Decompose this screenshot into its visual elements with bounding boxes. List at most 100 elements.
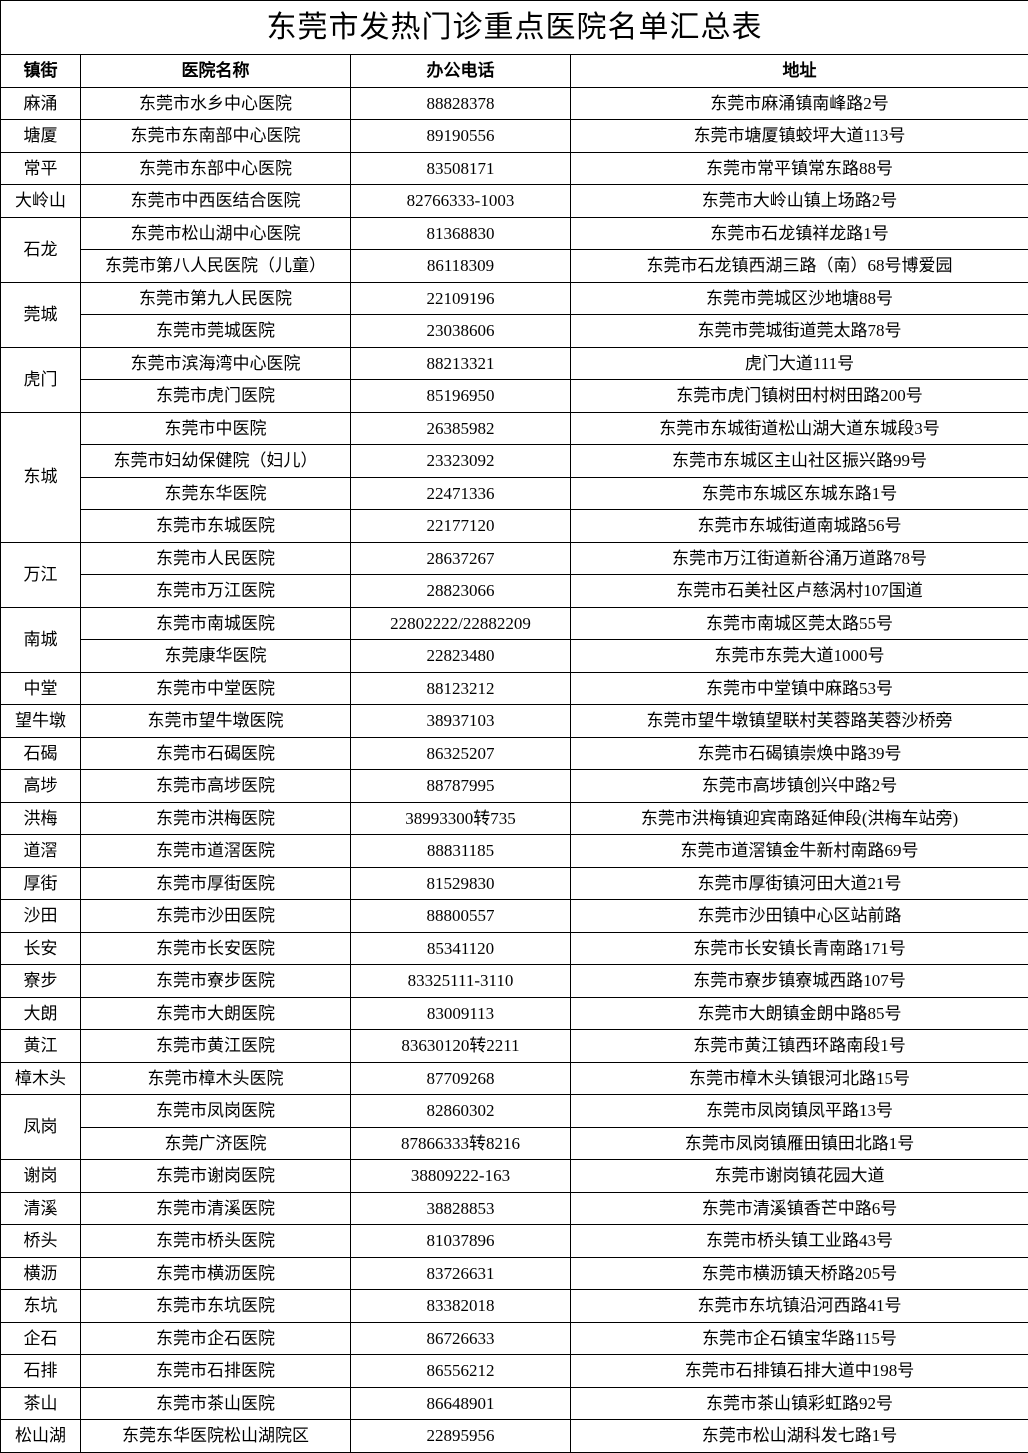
table-row: 洪梅东莞市洪梅医院38993300转735东莞市洪梅镇迎宾南路延伸段(洪梅车站旁… [1,802,1028,835]
hospital-cell: 东莞市第九人民医院 [81,282,351,315]
phone-cell: 83325111-3110 [351,965,571,998]
hospital-cell: 东莞市企石医院 [81,1322,351,1355]
hospital-cell: 东莞市洪梅医院 [81,802,351,835]
table-row: 万江东莞市人民医院28637267东莞市万江街道新谷涌万道路78号 [1,542,1028,575]
phone-cell: 38937103 [351,705,571,738]
phone-cell: 82860302 [351,1095,571,1128]
hospital-cell: 东莞东华医院松山湖院区 [81,1420,351,1453]
hospital-cell: 东莞市道滘医院 [81,835,351,868]
phone-cell: 22109196 [351,282,571,315]
hospital-cell: 东莞东华医院 [81,477,351,510]
town-cell: 大朗 [1,997,81,1030]
town-cell: 常平 [1,152,81,185]
address-cell: 东莞市东城街道南城路56号 [571,510,1028,543]
table-row: 企石东莞市企石医院86726633东莞市企石镇宝华路115号 [1,1322,1028,1355]
address-cell: 东莞市黄江镇西环路南段1号 [571,1030,1028,1063]
address-cell: 东莞市企石镇宝华路115号 [571,1322,1028,1355]
hospital-cell: 东莞市长安医院 [81,932,351,965]
phone-cell: 81368830 [351,217,571,250]
town-cell: 茶山 [1,1387,81,1420]
table-row: 东莞市莞城医院23038606东莞市莞城街道莞太路78号 [1,315,1028,348]
address-cell: 东莞市桥头镇工业路43号 [571,1225,1028,1258]
phone-cell: 86118309 [351,250,571,283]
table-row: 东莞市第八人民医院（儿童）86118309东莞市石龙镇西湖三路（南）68号博爱园 [1,250,1028,283]
phone-cell: 81037896 [351,1225,571,1258]
table-row: 沙田东莞市沙田医院88800557东莞市沙田镇中心区站前路 [1,900,1028,933]
table-row: 清溪东莞市清溪医院38828853东莞市清溪镇香芒中路6号 [1,1192,1028,1225]
hospital-cell: 东莞康华医院 [81,640,351,673]
address-cell: 东莞市寮步镇寮城西路107号 [571,965,1028,998]
address-cell: 东莞市南城区莞太路55号 [571,607,1028,640]
table-row: 松山湖东莞东华医院松山湖院区22895956东莞市松山湖科发七路1号 [1,1420,1028,1453]
town-cell: 桥头 [1,1225,81,1258]
table-row: 望牛墩东莞市望牛墩医院38937103东莞市望牛墩镇望联村芙蓉路芙蓉沙桥旁 [1,705,1028,738]
table-row: 东城东莞市中医院26385982东莞市东城街道松山湖大道东城段3号 [1,412,1028,445]
phone-cell: 28823066 [351,575,571,608]
phone-cell: 86726633 [351,1322,571,1355]
hospital-cell: 东莞市人民医院 [81,542,351,575]
table-row: 东莞市东城医院22177120东莞市东城街道南城路56号 [1,510,1028,543]
table-row: 黄江东莞市黄江医院83630120转2211东莞市黄江镇西环路南段1号 [1,1030,1028,1063]
phone-cell: 28637267 [351,542,571,575]
phone-cell: 22802222/22882209 [351,607,571,640]
address-cell: 东莞市东城区主山社区振兴路99号 [571,445,1028,478]
table-row: 石排东莞市石排医院86556212东莞市石排镇石排大道中198号 [1,1355,1028,1388]
town-cell: 长安 [1,932,81,965]
hospital-cell: 东莞广济医院 [81,1127,351,1160]
address-cell: 东莞市凤岗镇雁田镇田北路1号 [571,1127,1028,1160]
phone-cell: 86648901 [351,1387,571,1420]
hospital-cell: 东莞市东城医院 [81,510,351,543]
phone-cell: 88831185 [351,835,571,868]
town-cell: 寮步 [1,965,81,998]
table-row: 长安东莞市长安医院85341120东莞市长安镇长青南路171号 [1,932,1028,965]
address-cell: 东莞市石排镇石排大道中198号 [571,1355,1028,1388]
table-row: 东莞康华医院22823480东莞市东莞大道1000号 [1,640,1028,673]
phone-cell: 88213321 [351,347,571,380]
town-cell: 松山湖 [1,1420,81,1453]
hospital-cell: 东莞市石碣医院 [81,737,351,770]
phone-cell: 83009113 [351,997,571,1030]
hospital-cell: 东莞市寮步医院 [81,965,351,998]
phone-cell: 87709268 [351,1062,571,1095]
town-cell: 石碣 [1,737,81,770]
table-row: 谢岗东莞市谢岗医院38809222-163东莞市谢岗镇花园大道 [1,1160,1028,1193]
phone-cell: 83726631 [351,1257,571,1290]
hospital-cell: 东莞市松山湖中心医院 [81,217,351,250]
phone-cell: 87866333转8216 [351,1127,571,1160]
hospital-cell: 东莞市莞城医院 [81,315,351,348]
hospital-cell: 东莞市樟木头医院 [81,1062,351,1095]
address-cell: 东莞市石龙镇西湖三路（南）68号博爱园 [571,250,1028,283]
town-cell: 望牛墩 [1,705,81,738]
table-row: 横沥东莞市横沥医院83726631东莞市横沥镇天桥路205号 [1,1257,1028,1290]
table-row: 中堂东莞市中堂医院88123212东莞市中堂镇中麻路53号 [1,672,1028,705]
address-cell: 东莞市凤岗镇凤平路13号 [571,1095,1028,1128]
address-cell: 东莞市大岭山镇上场路2号 [571,185,1028,218]
town-cell: 黄江 [1,1030,81,1063]
table-row: 莞城东莞市第九人民医院22109196东莞市莞城区沙地塘88号 [1,282,1028,315]
hospital-cell: 东莞市东南部中心医院 [81,120,351,153]
phone-cell: 82766333-1003 [351,185,571,218]
table-title: 东莞市发热门诊重点医院名单汇总表 [1,1,1028,55]
town-cell: 清溪 [1,1192,81,1225]
table-row: 南城东莞市南城医院22802222/22882209东莞市南城区莞太路55号 [1,607,1028,640]
town-cell: 石排 [1,1355,81,1388]
address-cell: 东莞市石龙镇祥龙路1号 [571,217,1028,250]
address-cell: 东莞市东坑镇沿河西路41号 [571,1290,1028,1323]
phone-cell: 85341120 [351,932,571,965]
address-cell: 东莞市厚街镇河田大道21号 [571,867,1028,900]
table-row: 东莞广济医院87866333转8216东莞市凤岗镇雁田镇田北路1号 [1,1127,1028,1160]
phone-cell: 38828853 [351,1192,571,1225]
hospital-cell: 东莞市水乡中心医院 [81,87,351,120]
address-cell: 东莞市清溪镇香芒中路6号 [571,1192,1028,1225]
address-cell: 东莞市莞城区沙地塘88号 [571,282,1028,315]
address-cell: 东莞市洪梅镇迎宾南路延伸段(洪梅车站旁) [571,802,1028,835]
address-cell: 东莞市长安镇长青南路171号 [571,932,1028,965]
table-row: 石龙东莞市松山湖中心医院81368830东莞市石龙镇祥龙路1号 [1,217,1028,250]
header-phone: 办公电话 [351,55,571,88]
table-row: 东坑东莞市东坑医院83382018东莞市东坑镇沿河西路41号 [1,1290,1028,1323]
hospital-cell: 东莞市虎门医院 [81,380,351,413]
hospital-cell: 东莞市南城医院 [81,607,351,640]
town-cell: 东坑 [1,1290,81,1323]
address-cell: 东莞市塘厦镇蛟坪大道113号 [571,120,1028,153]
phone-cell: 89190556 [351,120,571,153]
